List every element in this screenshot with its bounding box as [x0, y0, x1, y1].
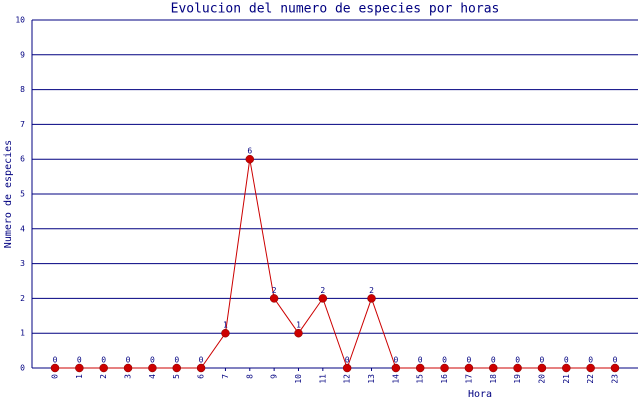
x-tick-label: 3	[124, 374, 133, 379]
point	[513, 363, 522, 373]
data-label: 0	[418, 356, 423, 365]
data-label: 0	[101, 356, 106, 365]
y-tick-label: 0	[20, 364, 25, 373]
chart-title: Evolucion del numero de especies por hor…	[171, 2, 500, 17]
data-label: 0	[174, 356, 179, 365]
data-label: 0	[588, 356, 593, 365]
y-tick-label: 1	[20, 329, 25, 338]
point	[221, 328, 230, 338]
point	[342, 363, 352, 373]
x-tick-label: 5	[172, 374, 181, 379]
point	[562, 363, 571, 373]
point	[123, 363, 133, 373]
point	[148, 363, 157, 373]
point	[50, 363, 60, 373]
x-tick-label: 23	[611, 374, 620, 384]
point	[537, 363, 547, 373]
data-label: 0	[515, 356, 520, 365]
data-label: 0	[126, 356, 131, 365]
point	[415, 363, 425, 373]
data-label: 6	[247, 147, 252, 156]
data-label: 0	[199, 356, 204, 365]
y-tick-label: 3	[20, 259, 25, 268]
x-tick-label: 10	[294, 374, 303, 384]
point	[172, 363, 181, 373]
point	[586, 363, 595, 373]
data-label: 0	[393, 356, 398, 365]
x-tick-label: 20	[537, 374, 546, 384]
x-tick-label: 12	[343, 374, 352, 384]
point	[245, 154, 255, 164]
data-label: 2	[272, 286, 277, 295]
data-label: 1	[223, 321, 228, 330]
point	[99, 363, 108, 373]
y-tick-label: 2	[20, 294, 25, 303]
x-tick-label: 4	[148, 374, 157, 379]
data-label: 0	[150, 356, 155, 365]
x-tick-label: 0	[51, 374, 60, 379]
point	[318, 294, 328, 303]
data-label: 2	[369, 286, 374, 295]
data-label: 0	[77, 356, 82, 365]
x-tick-label: 8	[245, 374, 254, 379]
y-tick-label: 7	[20, 120, 25, 129]
data-label: 0	[540, 356, 545, 365]
data-label: 2	[320, 286, 325, 295]
x-axis-label: Hora	[468, 389, 492, 400]
x-tick-label: 15	[416, 374, 425, 384]
point	[391, 363, 401, 373]
y-axis-label: Numero de especies	[3, 140, 14, 248]
x-tick-label: 18	[489, 374, 498, 384]
point	[489, 363, 498, 373]
data-label: 0	[466, 356, 471, 365]
x-tick-label: 7	[221, 374, 230, 379]
x-tick-label: 17	[464, 374, 473, 384]
point	[294, 328, 303, 338]
y-tick-label: 10	[15, 16, 25, 25]
y-tick-label: 6	[20, 155, 25, 164]
x-tick-label: 19	[513, 374, 522, 384]
x-tick-label: 6	[197, 374, 206, 379]
x-tick-label: 21	[562, 374, 571, 384]
y-tick-label: 9	[20, 50, 25, 59]
x-tick-label: 11	[318, 374, 327, 384]
x-tick-label: 1	[75, 374, 84, 379]
data-label: 1	[296, 321, 301, 330]
point	[196, 363, 206, 373]
x-tick-label: 9	[270, 374, 279, 379]
data-label: 0	[345, 356, 350, 365]
point	[367, 294, 376, 303]
data-label: 0	[491, 356, 496, 365]
data-label: 0	[564, 356, 569, 365]
point	[440, 363, 449, 373]
x-tick-label: 16	[440, 374, 449, 384]
data-label: 0	[442, 356, 447, 365]
data-label: 0	[53, 356, 58, 365]
data-label: 0	[613, 356, 618, 365]
x-tick-label: 14	[391, 374, 400, 384]
x-tick-label: 22	[586, 374, 595, 384]
point	[75, 363, 84, 373]
y-tick-label: 4	[20, 224, 25, 233]
point	[610, 363, 620, 373]
x-tick-label: 13	[367, 374, 376, 384]
y-tick-label: 5	[20, 190, 25, 199]
point	[464, 363, 474, 373]
point	[269, 294, 279, 303]
x-tick-label: 2	[99, 374, 108, 379]
y-tick-label: 8	[20, 85, 25, 94]
